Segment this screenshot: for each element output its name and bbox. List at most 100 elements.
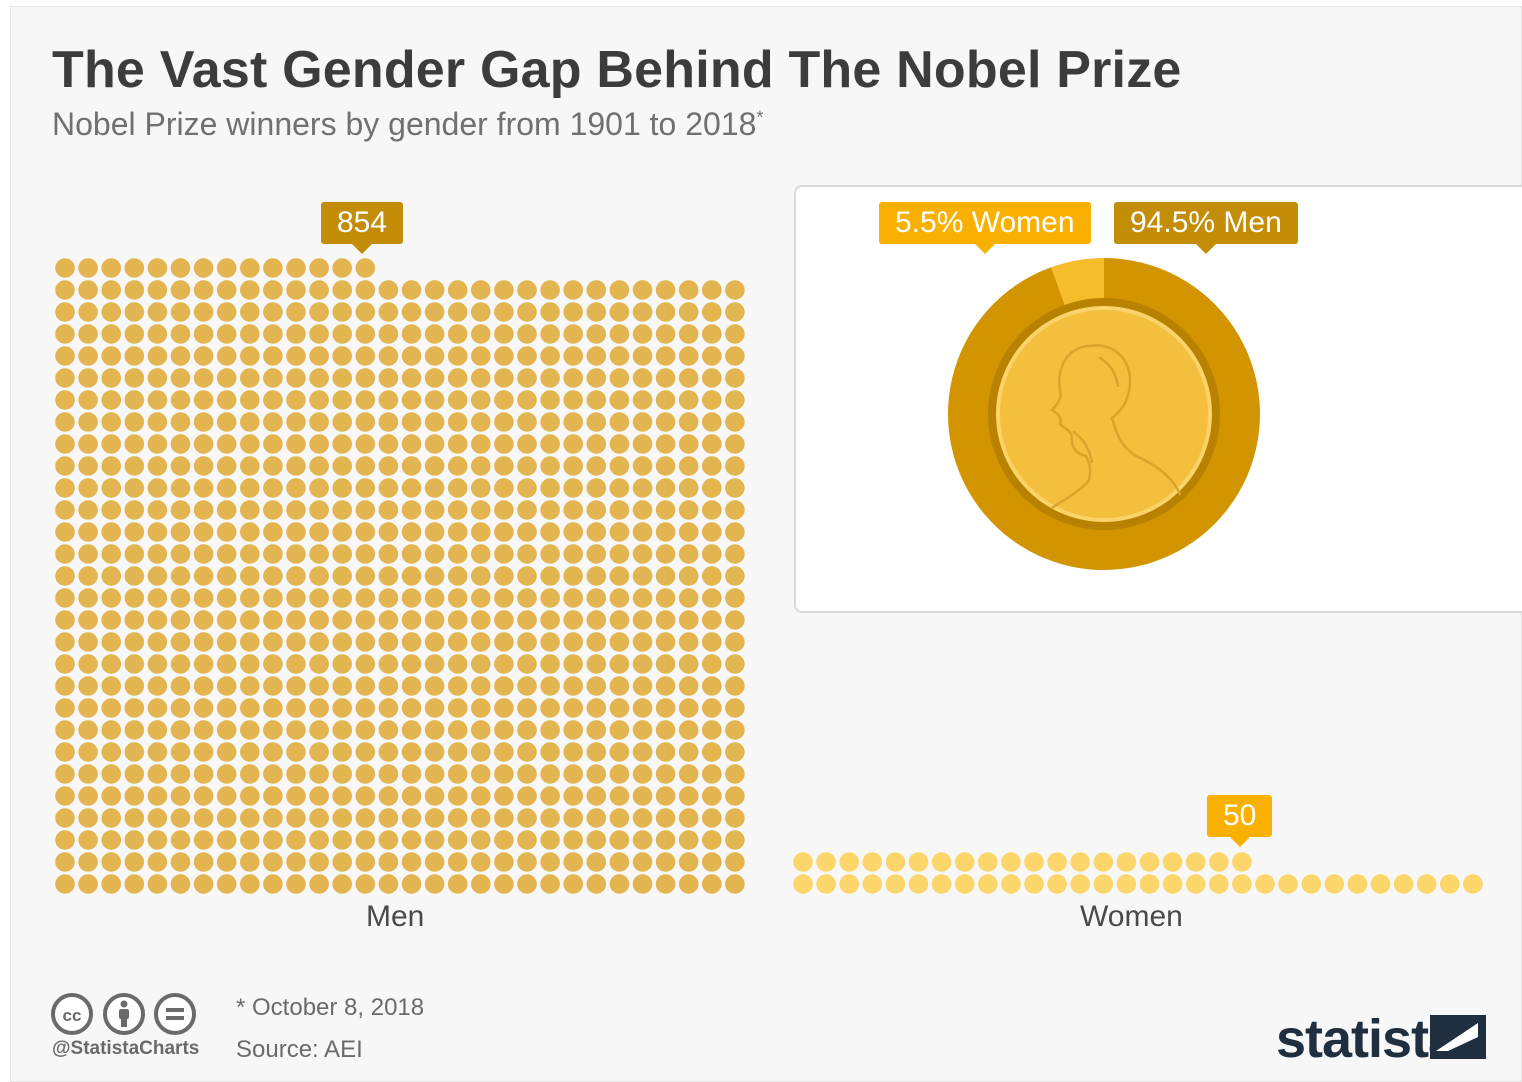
women-dot (1093, 852, 1114, 872)
men-dot (309, 654, 329, 674)
men-dot (78, 676, 98, 696)
men-dot (447, 368, 468, 388)
men-dot (678, 346, 699, 366)
men-dot (725, 324, 745, 344)
men-dot (216, 324, 237, 344)
men-dot (447, 302, 468, 322)
men-dot (78, 720, 98, 740)
men-dot (286, 566, 306, 586)
men-dot (401, 368, 422, 388)
men-dot (424, 852, 445, 872)
men-dot (702, 874, 722, 894)
women-dot (1185, 874, 1206, 894)
men-dot (193, 676, 214, 696)
men-dot (401, 522, 422, 542)
men-dot (702, 500, 722, 520)
men-dot (216, 808, 237, 828)
men-dot (101, 566, 121, 586)
women-dot (1232, 874, 1252, 894)
men-dot (678, 522, 699, 542)
men-value-label: 854 (321, 202, 404, 254)
men-dot (309, 280, 329, 300)
men-dot (471, 764, 491, 784)
men-dot (609, 390, 630, 410)
men-dot (378, 676, 399, 696)
men-dot (378, 302, 399, 322)
men-dot (216, 368, 237, 388)
men-dot (332, 830, 353, 850)
men-dot (447, 522, 468, 542)
donut-chart (948, 258, 1260, 570)
men-dot (678, 698, 699, 718)
men-dot (563, 610, 583, 630)
men-dot (55, 720, 75, 740)
men-dot (309, 588, 329, 608)
men-dot (124, 588, 145, 608)
men-dot (216, 302, 237, 322)
men-dot (286, 456, 306, 476)
men-dot (725, 610, 745, 630)
men-dot (517, 280, 537, 300)
men-dot (563, 588, 583, 608)
men-dot (240, 412, 260, 432)
men-dot (216, 852, 237, 872)
men-dot (655, 500, 676, 520)
statista-logo[interactable]: statista (1276, 1009, 1458, 1069)
men-dot (655, 302, 676, 322)
men-dot (401, 302, 422, 322)
men-dot (586, 654, 607, 674)
men-dot (124, 698, 145, 718)
donut-women-label: 5.5% Women (879, 202, 1091, 254)
men-dot (170, 368, 191, 388)
men-dot (609, 764, 630, 784)
men-dot (240, 786, 260, 806)
men-dot (401, 830, 422, 850)
men-dot (586, 786, 607, 806)
women-dot (1324, 874, 1345, 894)
men-dot (216, 874, 237, 894)
men-dot (632, 412, 653, 432)
men-dot (55, 830, 75, 850)
men-dot (147, 324, 168, 344)
men-dot (632, 654, 653, 674)
men-dot (702, 544, 722, 564)
men-dot (609, 874, 630, 894)
men-dot (170, 676, 191, 696)
men-dot (101, 588, 121, 608)
men-dot (678, 830, 699, 850)
women-dot (1393, 874, 1414, 894)
men-dot (240, 874, 260, 894)
men-dot (101, 258, 121, 278)
men-dot (609, 698, 630, 718)
men-dot (632, 588, 653, 608)
men-dot (286, 544, 306, 564)
men-dot (401, 456, 422, 476)
men-dot (55, 390, 75, 410)
men-dot (355, 302, 376, 322)
men-dot (286, 764, 306, 784)
men-dot (609, 566, 630, 586)
men-dot (655, 280, 676, 300)
men-dot (216, 280, 237, 300)
men-dot (563, 302, 583, 322)
men-dot (55, 522, 75, 542)
men-dot (101, 720, 121, 740)
men-dot (494, 544, 514, 564)
men-dot (124, 302, 145, 322)
men-dot (725, 632, 745, 652)
men-dot (309, 456, 329, 476)
men-dot (147, 786, 168, 806)
men-dot (424, 280, 445, 300)
men-dot (263, 390, 283, 410)
men-dot (655, 786, 676, 806)
men-dot (309, 258, 329, 278)
men-dot (147, 874, 168, 894)
men-dot (725, 456, 745, 476)
men-dot (78, 522, 98, 542)
men-dot (309, 676, 329, 696)
men-dot (632, 522, 653, 542)
men-dot (471, 368, 491, 388)
men-dot (401, 808, 422, 828)
men-dot (632, 874, 653, 894)
women-dot (1440, 874, 1460, 894)
